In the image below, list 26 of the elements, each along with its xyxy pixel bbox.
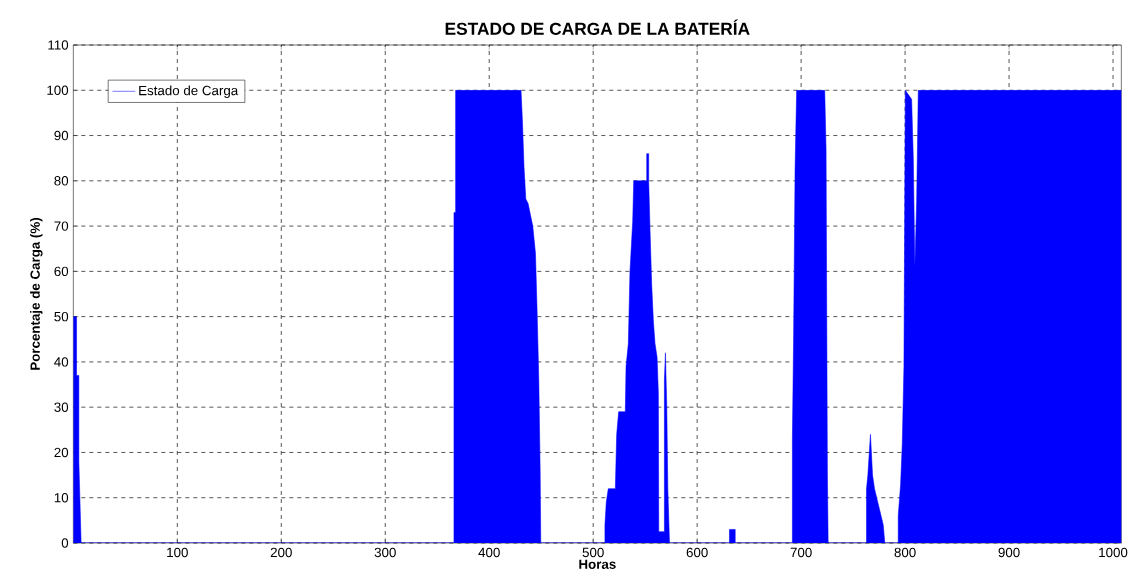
x-axis-title: Horas: [579, 559, 616, 569]
x-tick-label: 900: [998, 547, 1020, 558]
x-tick-label: 400: [478, 547, 500, 558]
y-tick-label: 50: [54, 311, 69, 322]
y-tick-label: 40: [54, 357, 69, 367]
x-tick-label: 1000: [1099, 547, 1128, 558]
y-axis-title: Porcentaje de Carga (%): [30, 217, 43, 370]
y-tick-label: 0: [61, 538, 69, 548]
y-tick-label: 90: [54, 130, 69, 141]
x-tick-label: 800: [894, 547, 916, 558]
legend-label: Estado de Carga: [139, 85, 239, 98]
x-tick-label: 100: [167, 547, 188, 558]
y-tick-label: 10: [54, 493, 69, 503]
y-tick-label: 20: [54, 447, 69, 458]
y-tick-label: 100: [47, 85, 69, 95]
y-tick-label: 60: [54, 266, 69, 277]
x-tick-label: 600: [686, 547, 708, 558]
y-tick-label: 70: [54, 221, 69, 231]
y-tick-label: 30: [54, 402, 69, 412]
y-tick-label: 110: [48, 40, 69, 50]
x-tick-label: 700: [790, 547, 812, 558]
x-tick-label: 500: [582, 547, 604, 558]
chart-title: ESTADO DE CARGA DE LA BATERÍA: [445, 19, 750, 35]
x-tick-label: 200: [270, 547, 292, 558]
y-tick-label: 80: [54, 176, 69, 186]
x-tick-label: 300: [374, 547, 396, 558]
